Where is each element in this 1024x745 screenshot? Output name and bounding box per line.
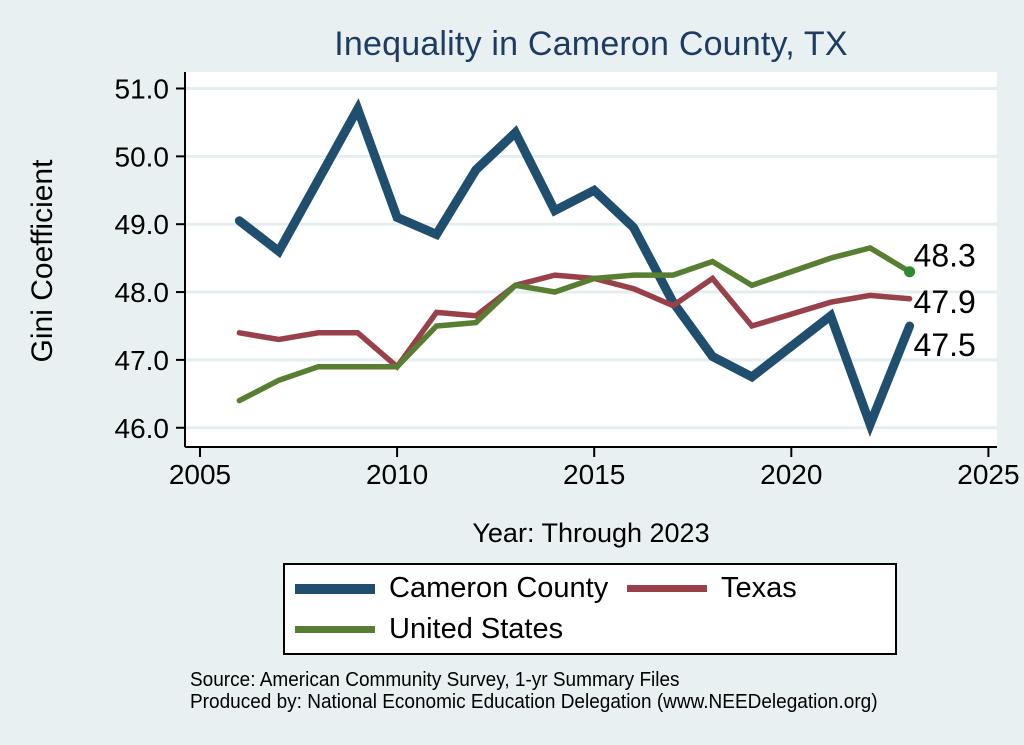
y-tick-label-46: 46.0	[115, 413, 170, 444]
series-line-cameron-county	[234, 98, 915, 438]
series-end-dot-united-states	[904, 266, 916, 278]
source-note: Source: American Community Survey, 1-yr …	[190, 669, 878, 713]
plot-area	[185, 72, 997, 447]
legend-label-cameron-county: Cameron County	[389, 572, 609, 604]
end-label-cameron-county: 47.5	[914, 327, 976, 363]
legend-item-united-states: United States	[295, 613, 627, 646]
y-tick-label-51: 51.0	[115, 74, 170, 105]
y-axis-title: Gini Coefficient	[26, 159, 59, 363]
legend-swatch-cameron-county	[295, 583, 375, 594]
y-tick-label-50: 50.0	[115, 141, 170, 172]
x-tick-label-2015: 2015	[563, 459, 625, 490]
legend-label-united-states: United States	[389, 613, 564, 645]
legend-item-texas: Texas	[627, 572, 895, 605]
source-line-2: Produced by: National Economic Education…	[190, 690, 878, 713]
series-line-united-states	[236, 244, 913, 404]
legend-label-texas: Texas	[721, 572, 797, 604]
x-tick-label-2005: 2005	[169, 459, 231, 490]
y-tick-label-48: 48.0	[115, 277, 170, 308]
end-label-united-states: 48.3	[914, 238, 976, 274]
legend-swatch-texas	[627, 585, 707, 592]
series-line-texas	[236, 272, 913, 371]
y-tick-label-47: 47.0	[115, 345, 170, 376]
legend-swatch-united-states	[295, 626, 375, 633]
x-tick-label-2025: 2025	[957, 459, 1019, 490]
y-tick-label-49: 49.0	[115, 209, 170, 240]
chart-title: Inequality in Cameron County, TX	[334, 25, 848, 63]
legend: Cameron County Texas United States	[283, 563, 897, 655]
source-line-1: Source: American Community Survey, 1-yr …	[190, 669, 680, 691]
x-axis-title: Year: Through 2023	[472, 518, 710, 548]
x-tick-label-2020: 2020	[760, 459, 822, 490]
x-tick-label-2010: 2010	[366, 459, 428, 490]
end-label-texas: 47.9	[914, 284, 976, 320]
legend-item-cameron-county: Cameron County	[295, 572, 627, 605]
